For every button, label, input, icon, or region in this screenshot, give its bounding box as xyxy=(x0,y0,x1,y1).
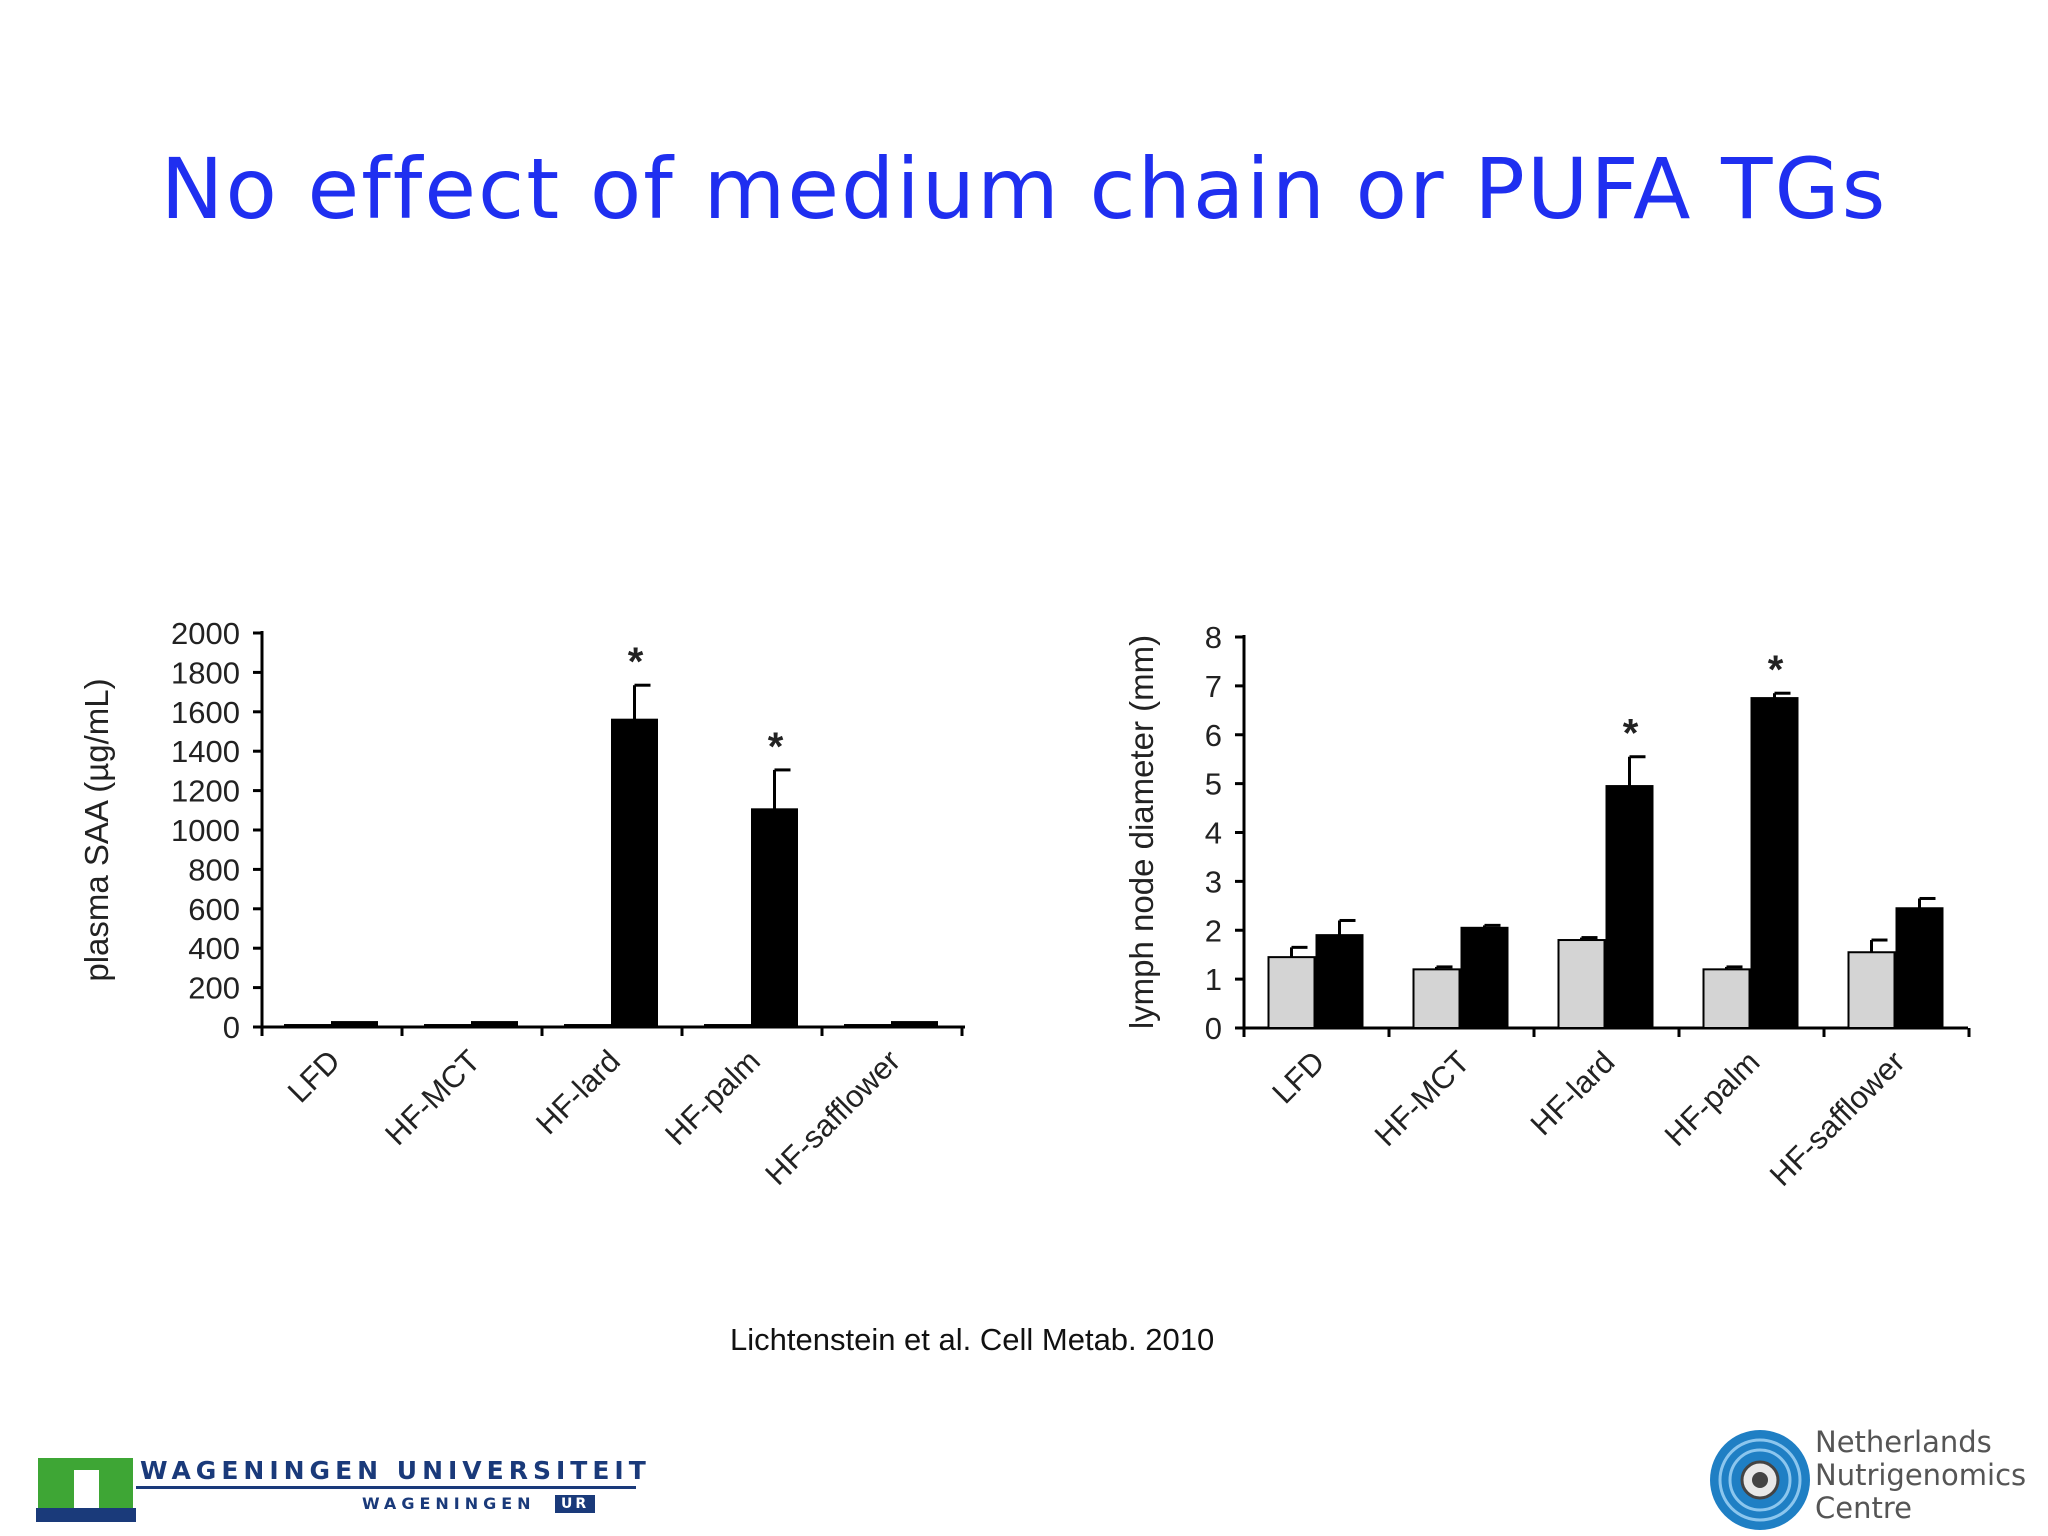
significance-marker: * xyxy=(768,725,784,769)
y-tick-label: 5 xyxy=(1205,767,1222,802)
bar-HF-lard-black xyxy=(1605,785,1654,1029)
bar-HF-lard-dark xyxy=(611,718,658,1028)
significance-marker: * xyxy=(1623,712,1639,756)
bar-HF-safflower-gray xyxy=(1847,951,1896,1030)
x-category-label: HF-palm xyxy=(1658,1044,1767,1153)
bar-HF-lard-gray xyxy=(1557,939,1606,1030)
wageningen-subname: WAGENINGEN xyxy=(362,1494,536,1513)
y-tick-label: 200 xyxy=(188,971,240,1006)
x-category-label: HF-MCT xyxy=(1368,1044,1477,1153)
bar-HF-palm-black xyxy=(1750,697,1799,1029)
x-category-label: HF-MCT xyxy=(378,1043,487,1152)
y-tick-label: 7 xyxy=(1205,669,1222,704)
bar-LFD-gray xyxy=(1267,956,1316,1029)
wageningen-ur-badge: UR xyxy=(555,1495,596,1513)
y-tick-label: 8 xyxy=(1205,620,1222,655)
bar-HF-palm-dark xyxy=(751,808,798,1028)
x-category-label: LFD xyxy=(1265,1044,1331,1110)
chart-plasma-saa: 0 200 400 600 800 1000 1200 1400 1600 1800 2000 pla… xyxy=(78,616,965,1192)
x-category-label: HF-lard xyxy=(529,1043,627,1141)
y-axis-title: plasma SAA (µg/mL) xyxy=(78,678,115,981)
bar-LFD-black xyxy=(1315,934,1364,1030)
nutrigenomics-line-1: Netherlands xyxy=(1815,1425,1992,1459)
significance-marker: * xyxy=(628,640,644,684)
x-category-label: LFD xyxy=(281,1043,347,1109)
y-tick-label: 0 xyxy=(223,1010,240,1045)
y-tick-label: 3 xyxy=(1205,864,1222,899)
y-tick-label: 1200 xyxy=(171,774,240,809)
bar-HF-palm-gray xyxy=(1702,968,1751,1029)
bar-HF-MCT-light xyxy=(424,1024,471,1029)
bar-HF-lard-light xyxy=(564,1024,611,1029)
bar-HF-safflower-light xyxy=(844,1024,891,1029)
bar-HF-MCT-black xyxy=(1460,926,1509,1030)
bar-LFD-dark xyxy=(331,1021,378,1029)
y-tick-label: 600 xyxy=(188,892,240,927)
bar-HF-MCT-dark xyxy=(471,1021,518,1029)
y-tick-label: 800 xyxy=(188,852,240,887)
bar-HF-safflower-dark xyxy=(891,1021,938,1029)
x-category-label: HF-lard xyxy=(1524,1044,1622,1142)
y-tick-label: 2000 xyxy=(171,616,240,651)
slide-title: No effect of medium chain or PUFA TGs xyxy=(160,140,1888,238)
y-tick-label: 6 xyxy=(1205,718,1222,753)
citation: Lichtenstein et al. Cell Metab. 2010 xyxy=(730,1322,1215,1357)
y-tick-label: 1400 xyxy=(171,734,240,769)
wageningen-name: WAGENINGEN UNIVERSITEIT xyxy=(140,1456,651,1485)
bar-HF-palm-light xyxy=(704,1024,751,1029)
bar-LFD-light xyxy=(284,1024,331,1029)
y-tick-label: 1 xyxy=(1205,962,1222,997)
y-tick-label: 0 xyxy=(1205,1011,1222,1046)
y-axis-title: lymph node diameter (mm) xyxy=(1123,635,1160,1029)
x-category-label: HF-safflower xyxy=(758,1043,907,1192)
nutrigenomics-globe-icon xyxy=(1710,1430,1810,1530)
y-tick-label: 4 xyxy=(1205,816,1222,851)
y-tick-label: 1000 xyxy=(171,813,240,848)
chart-lymph-node: 0 1 2 3 4 5 6 7 8 lymph node diameter (mm) LFD HF-M… xyxy=(1123,620,1971,1193)
bar-HF-MCT-gray xyxy=(1412,968,1461,1029)
nutrigenomics-name: Netherlands Nutrigenomics Centre xyxy=(1815,1426,2026,1525)
y-tick-label: 400 xyxy=(188,931,240,966)
bar-HF-safflower-black xyxy=(1895,907,1944,1029)
y-tick-label: 1600 xyxy=(171,695,240,730)
nutrigenomics-line-3: Centre xyxy=(1815,1491,1912,1525)
y-tick-label: 2 xyxy=(1205,913,1222,948)
nutrigenomics-line-2: Nutrigenomics xyxy=(1815,1458,2027,1492)
y-tick-label: 1800 xyxy=(171,655,240,690)
significance-marker: * xyxy=(1768,648,1784,692)
x-category-label: HF-palm xyxy=(658,1043,767,1152)
wageningen-logo-icon xyxy=(36,1458,636,1522)
x-category-label: HF-safflower xyxy=(1763,1044,1912,1193)
